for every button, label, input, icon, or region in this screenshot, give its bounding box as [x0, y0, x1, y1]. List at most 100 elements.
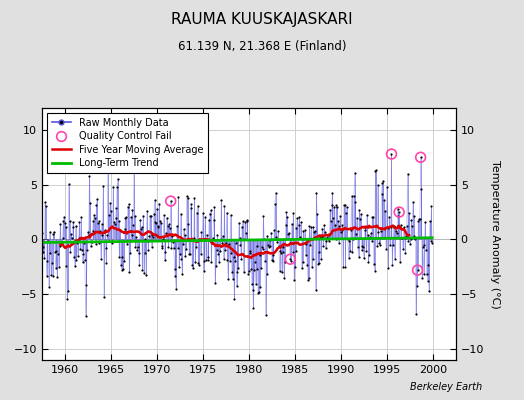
- Point: [213, 232, 222, 239]
- Point: [271, 190, 280, 196]
- Point: [324, 232, 333, 238]
- Point: [39, 244, 48, 250]
- Point: [356, 216, 364, 222]
- Point: [230, 254, 238, 260]
- Point: [405, 210, 413, 216]
- Point: [261, 258, 269, 264]
- Point: [208, 240, 216, 246]
- Point: [282, 209, 291, 216]
- Point: [271, 200, 279, 207]
- Y-axis label: Temperature Anomaly (°C): Temperature Anomaly (°C): [489, 160, 500, 308]
- Point: [90, 212, 98, 218]
- Point: [312, 190, 321, 196]
- Point: [45, 284, 53, 290]
- Point: [320, 222, 328, 228]
- Point: [163, 223, 172, 229]
- Point: [304, 276, 312, 283]
- Point: [79, 259, 87, 266]
- Point: [56, 220, 64, 227]
- Point: [344, 255, 353, 262]
- Point: [34, 288, 42, 294]
- Point: [195, 236, 204, 243]
- Point: [42, 272, 51, 279]
- Point: [84, 232, 93, 238]
- Legend: Raw Monthly Data, Quality Control Fail, Five Year Moving Average, Long-Term Tren: Raw Monthly Data, Quality Control Fail, …: [47, 113, 208, 173]
- Point: [63, 296, 71, 302]
- Point: [368, 214, 377, 220]
- Point: [180, 226, 188, 232]
- Point: [389, 242, 397, 248]
- Point: [260, 235, 268, 242]
- Point: [69, 219, 78, 225]
- Point: [160, 257, 169, 264]
- Point: [125, 268, 134, 275]
- Point: [382, 246, 390, 252]
- Point: [140, 269, 148, 276]
- Point: [285, 230, 293, 236]
- Point: [200, 258, 209, 264]
- Point: [151, 219, 160, 225]
- Point: [130, 169, 138, 176]
- Point: [409, 199, 417, 205]
- Point: [232, 240, 240, 246]
- Point: [198, 237, 206, 243]
- Point: [167, 198, 175, 204]
- Point: [376, 241, 384, 248]
- Point: [424, 262, 432, 268]
- Point: [111, 221, 119, 227]
- Point: [115, 254, 124, 260]
- Point: [386, 241, 394, 248]
- Point: [298, 259, 307, 266]
- Point: [162, 229, 170, 236]
- Point: [150, 197, 159, 203]
- Point: [390, 256, 399, 262]
- Point: [172, 223, 181, 230]
- Point: [263, 271, 271, 277]
- Point: [350, 193, 358, 200]
- Point: [182, 246, 190, 252]
- Point: [189, 265, 197, 272]
- Point: [59, 218, 68, 224]
- Point: [228, 269, 236, 276]
- Point: [72, 256, 81, 263]
- Point: [237, 256, 245, 263]
- Point: [147, 212, 155, 219]
- Point: [294, 221, 303, 228]
- Point: [167, 198, 175, 204]
- Point: [51, 249, 59, 256]
- Point: [392, 230, 401, 236]
- Point: [332, 202, 341, 208]
- Point: [95, 218, 104, 224]
- Point: [36, 220, 44, 226]
- Point: [157, 220, 165, 226]
- Point: [239, 269, 248, 276]
- Point: [107, 238, 116, 245]
- Point: [417, 154, 425, 160]
- Point: [156, 218, 164, 224]
- Point: [364, 232, 372, 239]
- Point: [41, 203, 50, 209]
- Point: [252, 280, 260, 287]
- Point: [416, 216, 424, 222]
- Point: [61, 224, 70, 230]
- Point: [77, 214, 85, 220]
- Point: [251, 258, 259, 265]
- Point: [425, 218, 434, 225]
- Point: [168, 233, 177, 239]
- Point: [101, 226, 109, 233]
- Point: [340, 202, 348, 208]
- Point: [278, 244, 287, 251]
- Point: [379, 196, 388, 203]
- Point: [82, 282, 91, 288]
- Point: [66, 249, 74, 255]
- Point: [256, 251, 265, 258]
- Point: [236, 242, 245, 248]
- Point: [46, 250, 54, 256]
- Point: [274, 228, 282, 234]
- Point: [245, 268, 253, 274]
- Point: [347, 227, 355, 234]
- Point: [243, 217, 251, 224]
- Point: [86, 200, 94, 207]
- Point: [150, 210, 158, 217]
- Point: [359, 255, 368, 262]
